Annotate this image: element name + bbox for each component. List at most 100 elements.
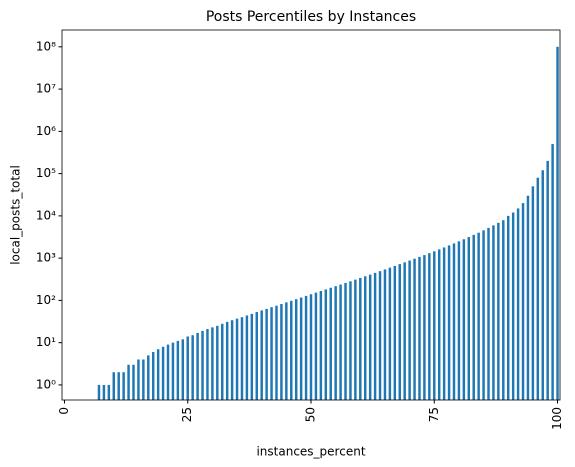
bar [502, 220, 505, 400]
bar [319, 290, 323, 400]
y-tick-label: 10¹ [36, 335, 56, 349]
bar [442, 247, 446, 400]
bar [132, 364, 135, 400]
bar [344, 282, 347, 400]
bar [546, 160, 549, 400]
bar [423, 255, 426, 400]
bar [492, 225, 495, 400]
bar [211, 327, 214, 400]
bar [314, 292, 318, 400]
bar [142, 359, 145, 400]
bar [447, 245, 451, 400]
x-axis-label: instances_percent [256, 445, 365, 459]
bar [235, 318, 239, 400]
bar [497, 222, 500, 400]
bar [526, 195, 530, 400]
bar [151, 352, 155, 400]
bar [299, 297, 303, 400]
bar [250, 313, 254, 400]
bar [359, 277, 362, 400]
bar [413, 258, 416, 400]
bar [354, 279, 357, 400]
y-tick-label: 10⁵ [36, 166, 56, 180]
bar [418, 256, 421, 400]
bar [245, 315, 249, 400]
bar [196, 332, 199, 400]
bar [275, 305, 278, 400]
bar [309, 294, 313, 400]
bar [383, 269, 387, 400]
bar [122, 372, 125, 400]
bar [536, 177, 540, 400]
bar [521, 203, 525, 400]
bar [339, 284, 342, 400]
bar [428, 253, 431, 400]
bar [487, 227, 490, 400]
bar [137, 359, 140, 400]
bar [97, 384, 101, 400]
bar [373, 272, 377, 400]
bar [408, 260, 411, 400]
bar [181, 339, 185, 400]
bar [393, 265, 397, 400]
bar [201, 330, 204, 400]
bar [191, 335, 194, 400]
bar [147, 355, 150, 400]
chart-title: Posts Percentiles by Instances [206, 9, 416, 25]
bar [161, 346, 165, 400]
bar [304, 295, 308, 400]
bar [186, 336, 189, 400]
bar [531, 186, 535, 400]
x-tick-label: 50 [304, 407, 318, 422]
bar [260, 310, 263, 400]
y-tick-label: 10⁸ [36, 39, 56, 53]
bar [398, 264, 401, 400]
bar [270, 307, 273, 400]
y-axis-label: local_posts_total [9, 165, 23, 265]
bar [221, 323, 224, 400]
bar [285, 302, 288, 400]
bar [255, 312, 258, 400]
y-tick-label: 10² [36, 293, 56, 307]
bar [280, 304, 283, 400]
x-tick-label: 0 [57, 407, 71, 415]
bar [403, 262, 406, 400]
bar [290, 300, 293, 400]
bar [216, 325, 219, 400]
bar [265, 308, 268, 400]
bar [541, 170, 544, 400]
bar [171, 342, 175, 400]
bar [334, 286, 337, 400]
y-tick-label: 10⁰ [36, 377, 56, 391]
bar [388, 267, 392, 400]
plot-frame [61, 29, 561, 401]
bar [472, 234, 475, 400]
bar [156, 349, 160, 400]
bar [225, 321, 229, 400]
bar [506, 215, 510, 400]
bar [206, 329, 209, 400]
x-tick-label: 25 [180, 407, 194, 422]
bar [294, 299, 298, 400]
y-tick-label: 10⁴ [36, 208, 56, 222]
y-tick-label: 10⁶ [36, 124, 56, 138]
bar [556, 46, 559, 401]
bar [117, 372, 120, 400]
bar [452, 243, 456, 400]
bar [477, 232, 480, 400]
bar [368, 274, 372, 400]
bar [437, 249, 441, 400]
x-tick-label: 75 [427, 407, 441, 422]
y-tick-label: 10⁷ [36, 82, 56, 96]
bar [364, 276, 367, 400]
bar [230, 320, 234, 400]
bar [112, 372, 116, 400]
bar [551, 144, 554, 400]
bar [462, 239, 466, 400]
bar [378, 271, 382, 400]
bar [482, 230, 485, 400]
x-tick-label: 100 [550, 407, 564, 430]
bar [107, 384, 111, 400]
bar [324, 289, 328, 400]
